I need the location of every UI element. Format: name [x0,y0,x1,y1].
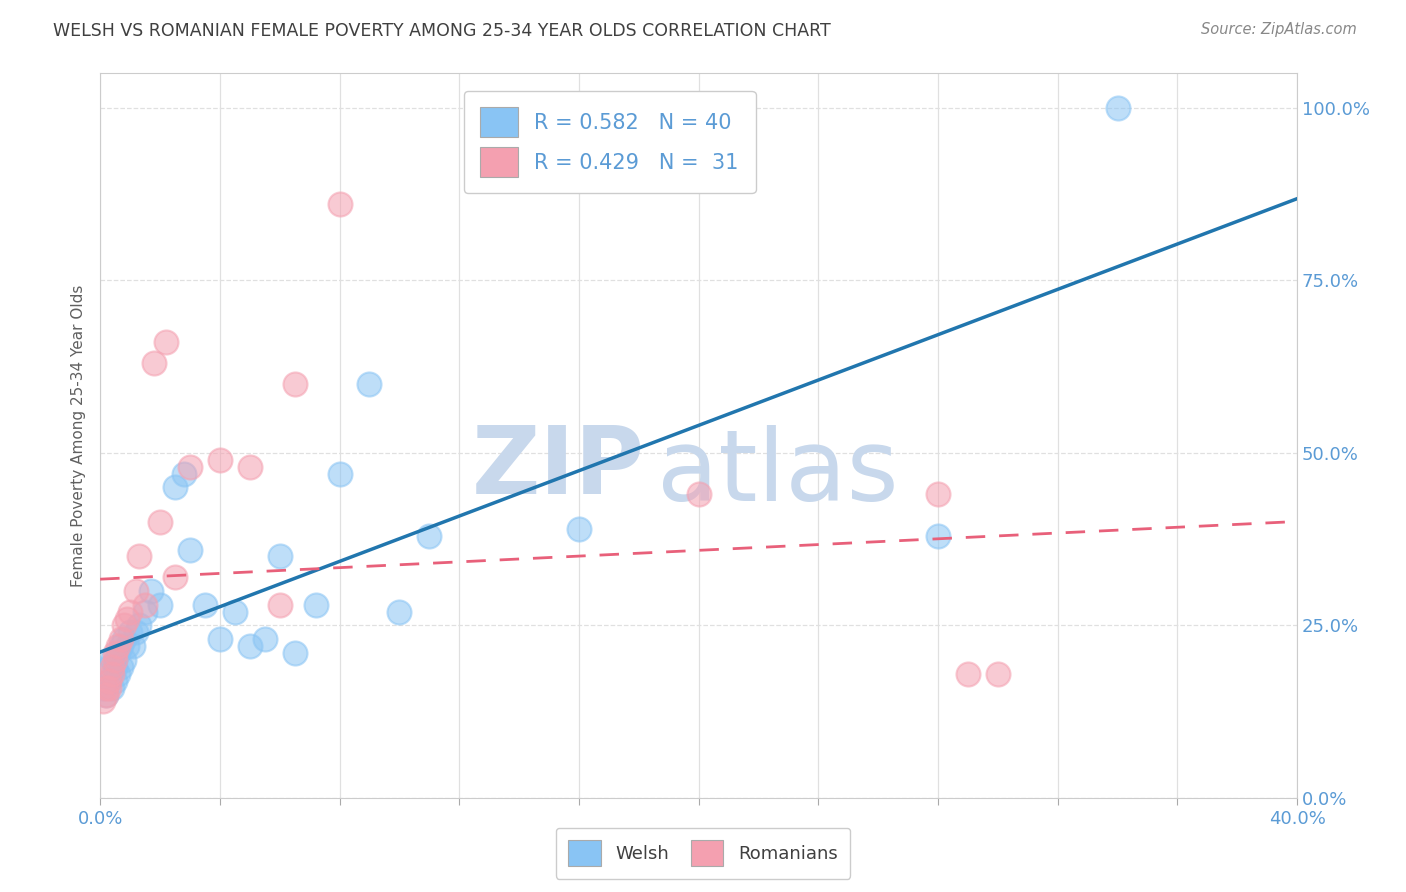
Point [927,487,949,501]
Point [179,542,201,557]
Text: WELSH VS ROMANIAN FEMALE POVERTY AMONG 25-34 YEAR OLDS CORRELATION CHART: WELSH VS ROMANIAN FEMALE POVERTY AMONG 2… [53,22,831,40]
Point [269,598,291,612]
Point [927,529,949,543]
Point [568,522,591,536]
Point [112,632,135,647]
Point [98,673,121,688]
Point [328,467,350,481]
Point [112,618,135,632]
Point [163,570,186,584]
Point [359,376,381,391]
Point [104,653,127,667]
Point [149,515,172,529]
Point [194,598,217,612]
Point [104,660,127,674]
Point [253,632,276,647]
Point [284,646,307,660]
Text: ZIP: ZIP [472,422,645,514]
Point [94,688,117,702]
Point [110,639,132,653]
Point [155,335,177,350]
Point [107,646,129,660]
Point [98,660,121,674]
Point [143,356,166,370]
Point [94,681,117,695]
Point [269,549,291,564]
Point [134,605,156,619]
Legend: Welsh, Romanians: Welsh, Romanians [555,828,851,879]
Point [107,666,129,681]
Point [101,666,124,681]
Point [107,639,129,653]
Point [122,639,145,653]
Point [128,618,150,632]
Point [139,583,162,598]
Point [104,673,127,688]
Point [98,681,121,695]
Legend: R = 0.582   N = 40, R = 0.429   N =  31: R = 0.582 N = 40, R = 0.429 N = 31 [464,91,755,194]
Y-axis label: Female Poverty Among 25-34 Year Olds: Female Poverty Among 25-34 Year Olds [72,285,86,587]
Point [110,660,132,674]
Point [112,653,135,667]
Point [110,632,132,647]
Point [134,598,156,612]
Point [118,605,141,619]
Point [956,666,979,681]
Point [149,598,172,612]
Point [118,625,141,640]
Point [418,529,440,543]
Point [101,660,124,674]
Point [173,467,195,481]
Point [388,605,411,619]
Point [1107,101,1129,115]
Point [284,376,307,391]
Point [101,653,124,667]
Point [91,694,114,708]
Point [179,459,201,474]
Point [328,197,350,211]
Point [208,632,231,647]
Point [125,625,148,640]
Point [115,639,138,653]
Text: Source: ZipAtlas.com: Source: ZipAtlas.com [1201,22,1357,37]
Text: atlas: atlas [657,425,898,522]
Point [91,681,114,695]
Point [128,549,150,564]
Point [688,487,710,501]
Point [224,605,246,619]
Point [163,480,186,494]
Point [98,673,121,688]
Point [987,666,1010,681]
Point [115,611,138,625]
Point [208,452,231,467]
Point [125,583,148,598]
Point [101,681,124,695]
Point [104,646,127,660]
Point [94,688,117,702]
Point [239,639,262,653]
Point [304,598,326,612]
Point [239,459,262,474]
